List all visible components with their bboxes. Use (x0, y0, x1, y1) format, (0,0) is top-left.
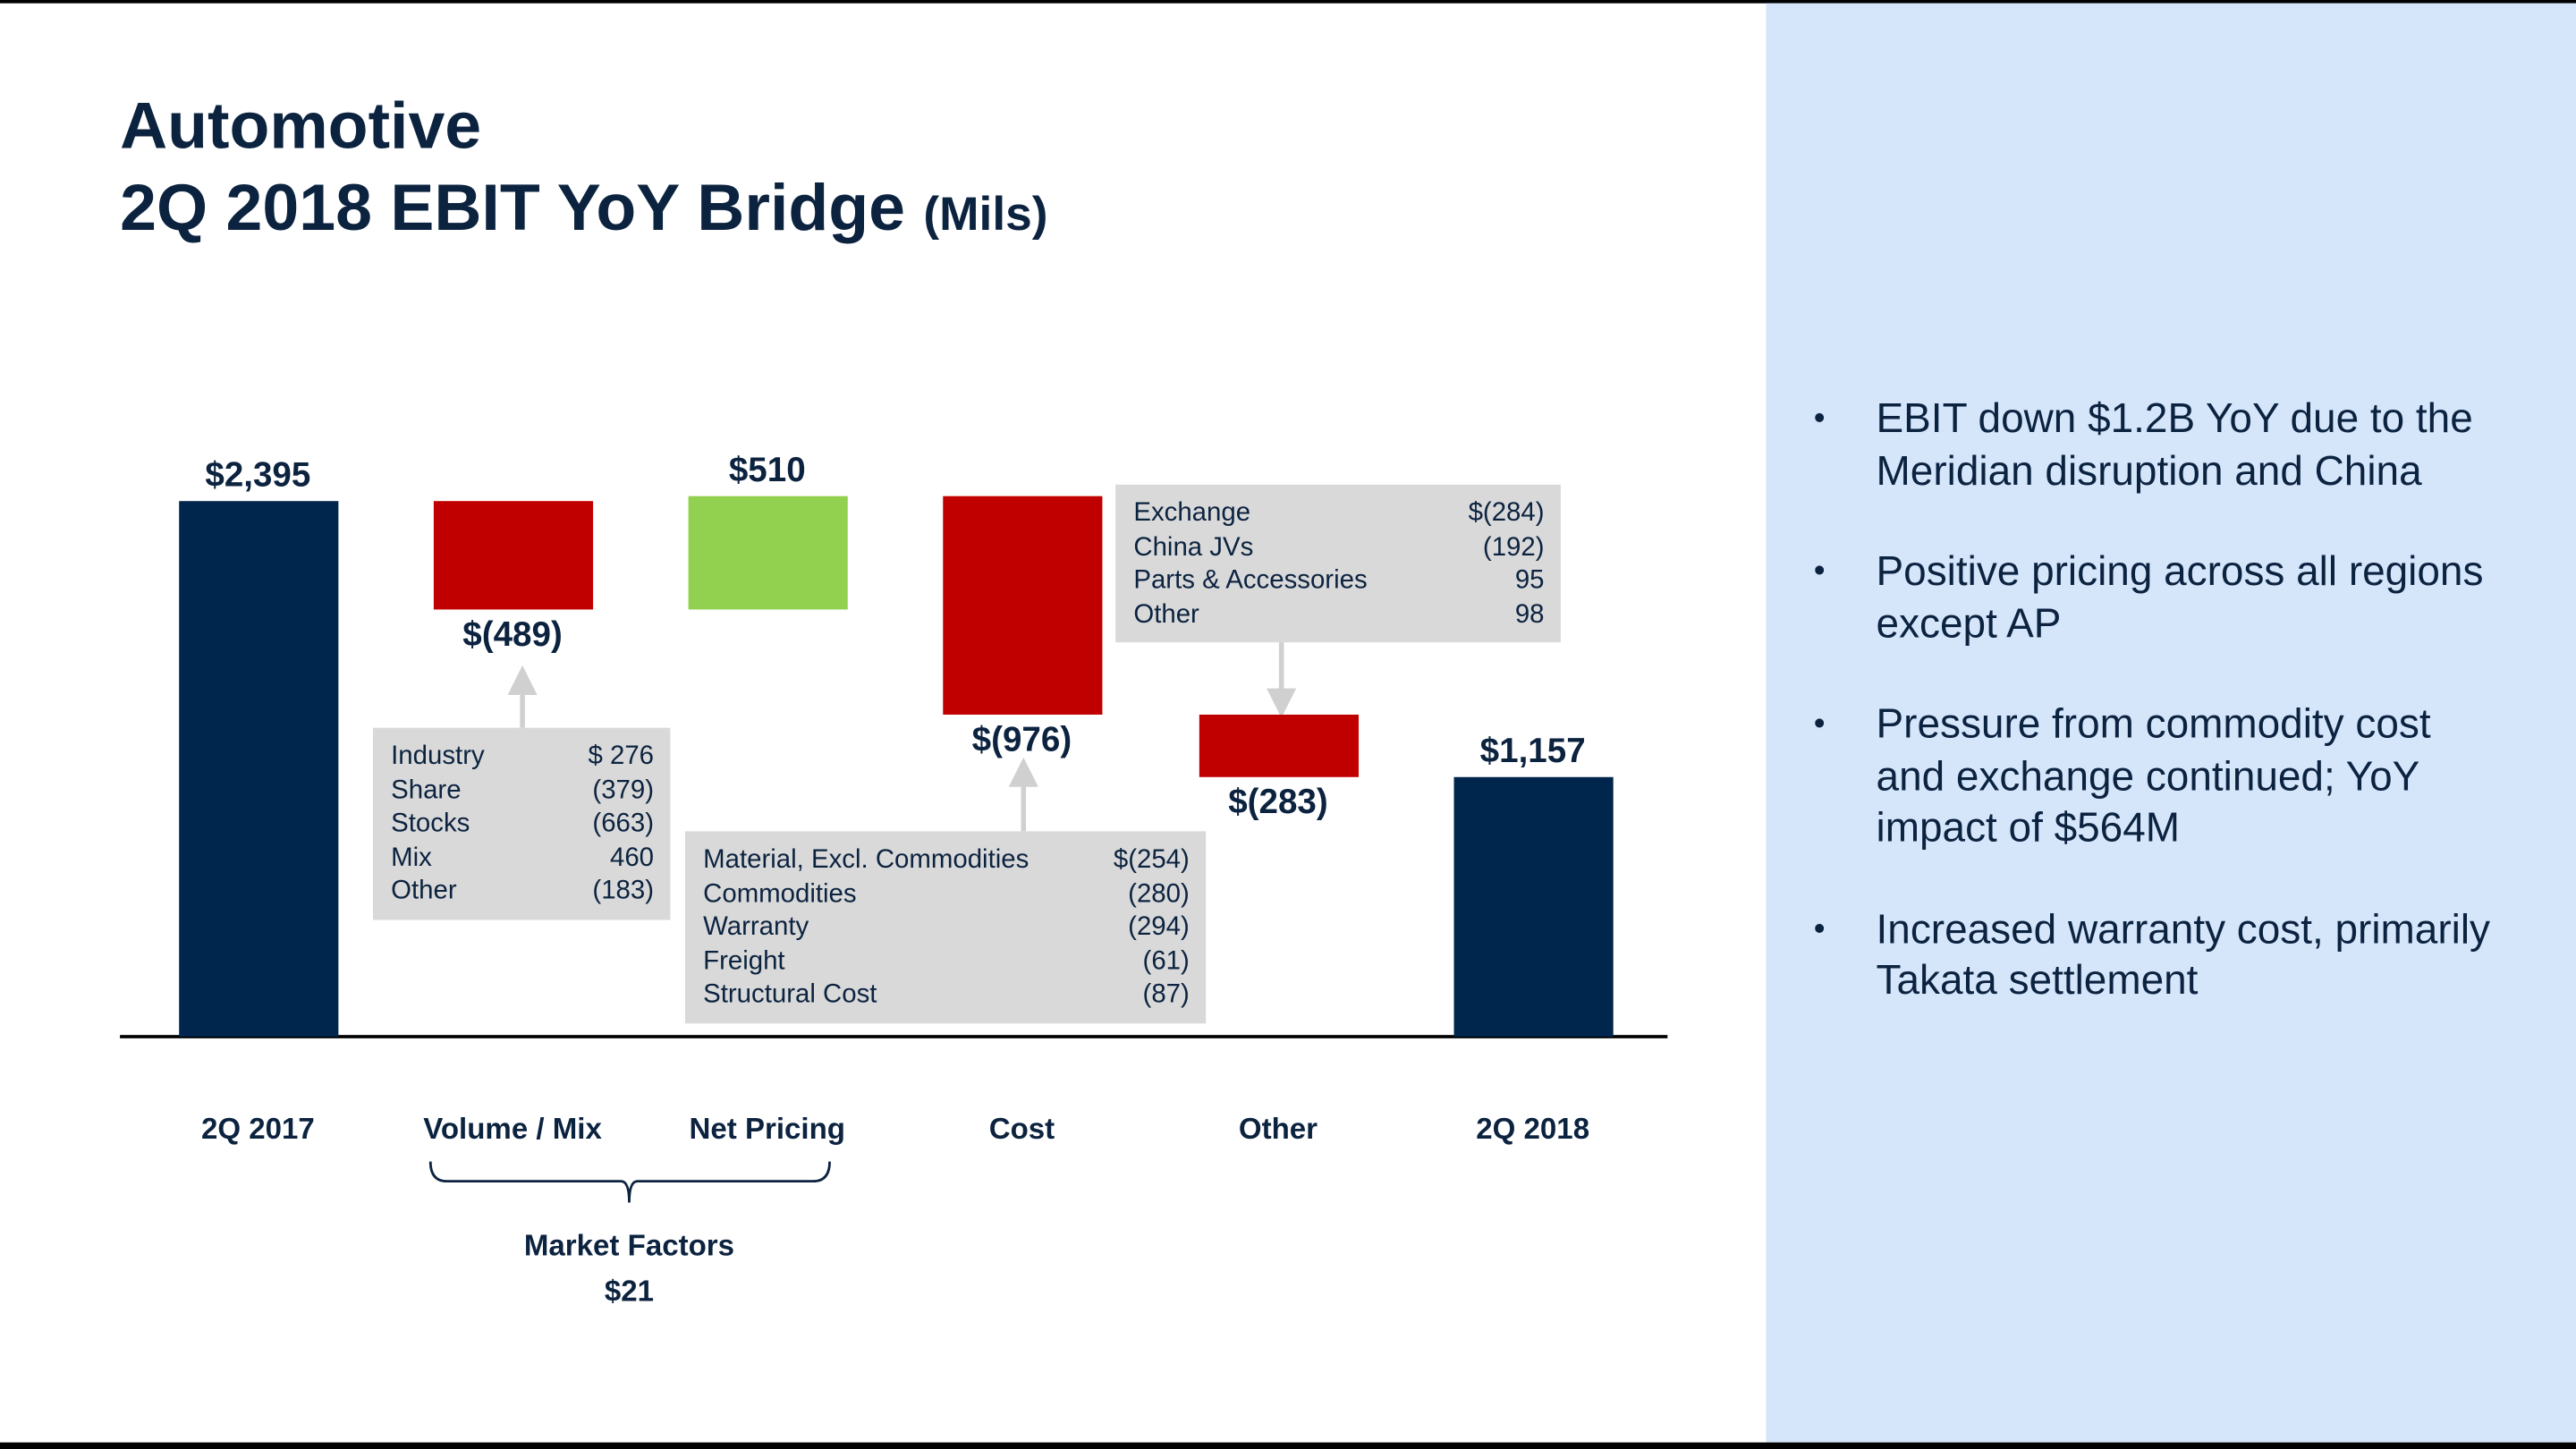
bullet-list: EBIT down $1.2B YoY due to the Meridian … (1807, 394, 2496, 1057)
breakdown-row: Industry $ 276 (391, 741, 654, 775)
breakdown-box: Industry $ 276 Share (379) Stocks (663) Mix 460… (372, 727, 671, 920)
title: Automotive 2Q 2018 EBIT YoY Bridge (Mils… (120, 86, 1047, 257)
group-label: Market Factors (523, 1228, 735, 1262)
bar (1198, 714, 1359, 778)
title-line: 2Q 2018 EBIT YoY Bridge (Mils) (120, 167, 1047, 256)
breakdown-label: Commodities (703, 879, 857, 908)
breakdown-label: Mix (391, 843, 432, 872)
breakdown-box: Material, Excl. Commodities $(254) Commodi… (684, 831, 1207, 1024)
breakdown-value: 95 (1514, 567, 1545, 596)
category-label: Volume / Mix (423, 1112, 602, 1146)
breakdown-label: Parts & Accessories (1133, 567, 1368, 596)
title-line: Automotive (120, 90, 482, 163)
breakdown-row: Commodities (280) (703, 878, 1190, 912)
breakdown-label: Structural Cost (703, 981, 877, 1010)
category-label: 2Q 2018 (1476, 1112, 1590, 1146)
breakdown-label: China JVs (1133, 533, 1254, 562)
bottom-border (0, 1442, 2576, 1449)
breakdown-value: $(284) (1468, 499, 1545, 528)
breakdown-row: Other (183) (391, 877, 654, 911)
breakdown-value: (192) (1482, 533, 1545, 562)
value-label: $(283) (1228, 784, 1328, 823)
breakdown-row: Exchange $(284) (1133, 498, 1544, 532)
breakdown-label: Material, Excl. Commodities (703, 845, 1030, 875)
breakdown-box: Exchange $(284) China JVs (192) Parts & Acce… (1115, 484, 1561, 643)
bracket (428, 1161, 831, 1203)
group-total: $21 (604, 1275, 655, 1309)
breakdown-label: Industry (391, 742, 485, 771)
bullet: Increased warranty cost, primarily Takat… (1807, 904, 2496, 1008)
value-label: $510 (728, 452, 806, 490)
value-label: $(489) (462, 616, 563, 655)
breakdown-row: Freight (61) (703, 946, 1190, 980)
value-label: $1,157 (1479, 733, 1586, 772)
breakdown-value: $ 276 (588, 742, 655, 771)
breakdown-label: Warranty (703, 913, 809, 942)
breakdown-row: Share (379) (391, 775, 654, 809)
breakdown-value: (294) (1128, 913, 1190, 942)
category-label: Cost (988, 1112, 1055, 1146)
category-label: Other (1238, 1112, 1318, 1146)
breakdown-row: Warranty (294) (703, 912, 1190, 946)
breakdown-value: $(254) (1113, 845, 1190, 875)
breakdown-label: Freight (703, 947, 785, 976)
breakdown-label: Other (1133, 600, 1199, 630)
bar (687, 496, 847, 611)
breakdown-row: Parts & Accessories 95 (1133, 565, 1544, 599)
category-label: Net Pricing (689, 1112, 846, 1146)
value-label: $2,395 (205, 456, 311, 495)
bar (1453, 777, 1613, 1037)
bar (942, 496, 1102, 715)
breakdown-value: 460 (609, 843, 655, 872)
title-text: 2Q 2018 EBIT YoY Bridge (120, 172, 905, 245)
bar (432, 500, 593, 611)
breakdown-label: Other (391, 877, 457, 906)
breakdown-row: Material, Excl. Commodities $(254) (703, 844, 1190, 878)
breakdown-value: (87) (1142, 981, 1190, 1010)
bar (178, 500, 338, 1037)
breakdown-value: (663) (592, 809, 655, 839)
baseline (120, 1035, 1668, 1038)
value-label: $(976) (971, 721, 1072, 759)
breakdown-value: (183) (592, 877, 655, 906)
breakdown-label: Exchange (1133, 499, 1251, 528)
top-border (0, 0, 2576, 4)
unit: (Mils) (923, 189, 1048, 242)
breakdown-row: Mix 460 (391, 843, 654, 877)
bullet: Pressure from commodity cost and exchang… (1807, 699, 2496, 855)
breakdown-row: Stocks (663) (391, 809, 654, 843)
bullet: EBIT down $1.2B YoY due to the Meridian … (1807, 394, 2496, 498)
breakdown-value: 98 (1514, 600, 1545, 630)
breakdown-row: Structural Cost (87) (703, 979, 1190, 1013)
breakdown-value: (61) (1142, 947, 1190, 976)
breakdown-value: (280) (1128, 879, 1190, 908)
category-label: 2Q 2017 (200, 1112, 315, 1146)
bullet: Positive pricing across all regions exce… (1807, 547, 2496, 651)
breakdown-label: Share (391, 776, 462, 805)
breakdown-label: Stocks (391, 809, 470, 839)
breakdown-row: China JVs (192) (1133, 531, 1544, 565)
breakdown-value: (379) (592, 776, 655, 805)
breakdown-row: Other 98 (1133, 599, 1544, 633)
